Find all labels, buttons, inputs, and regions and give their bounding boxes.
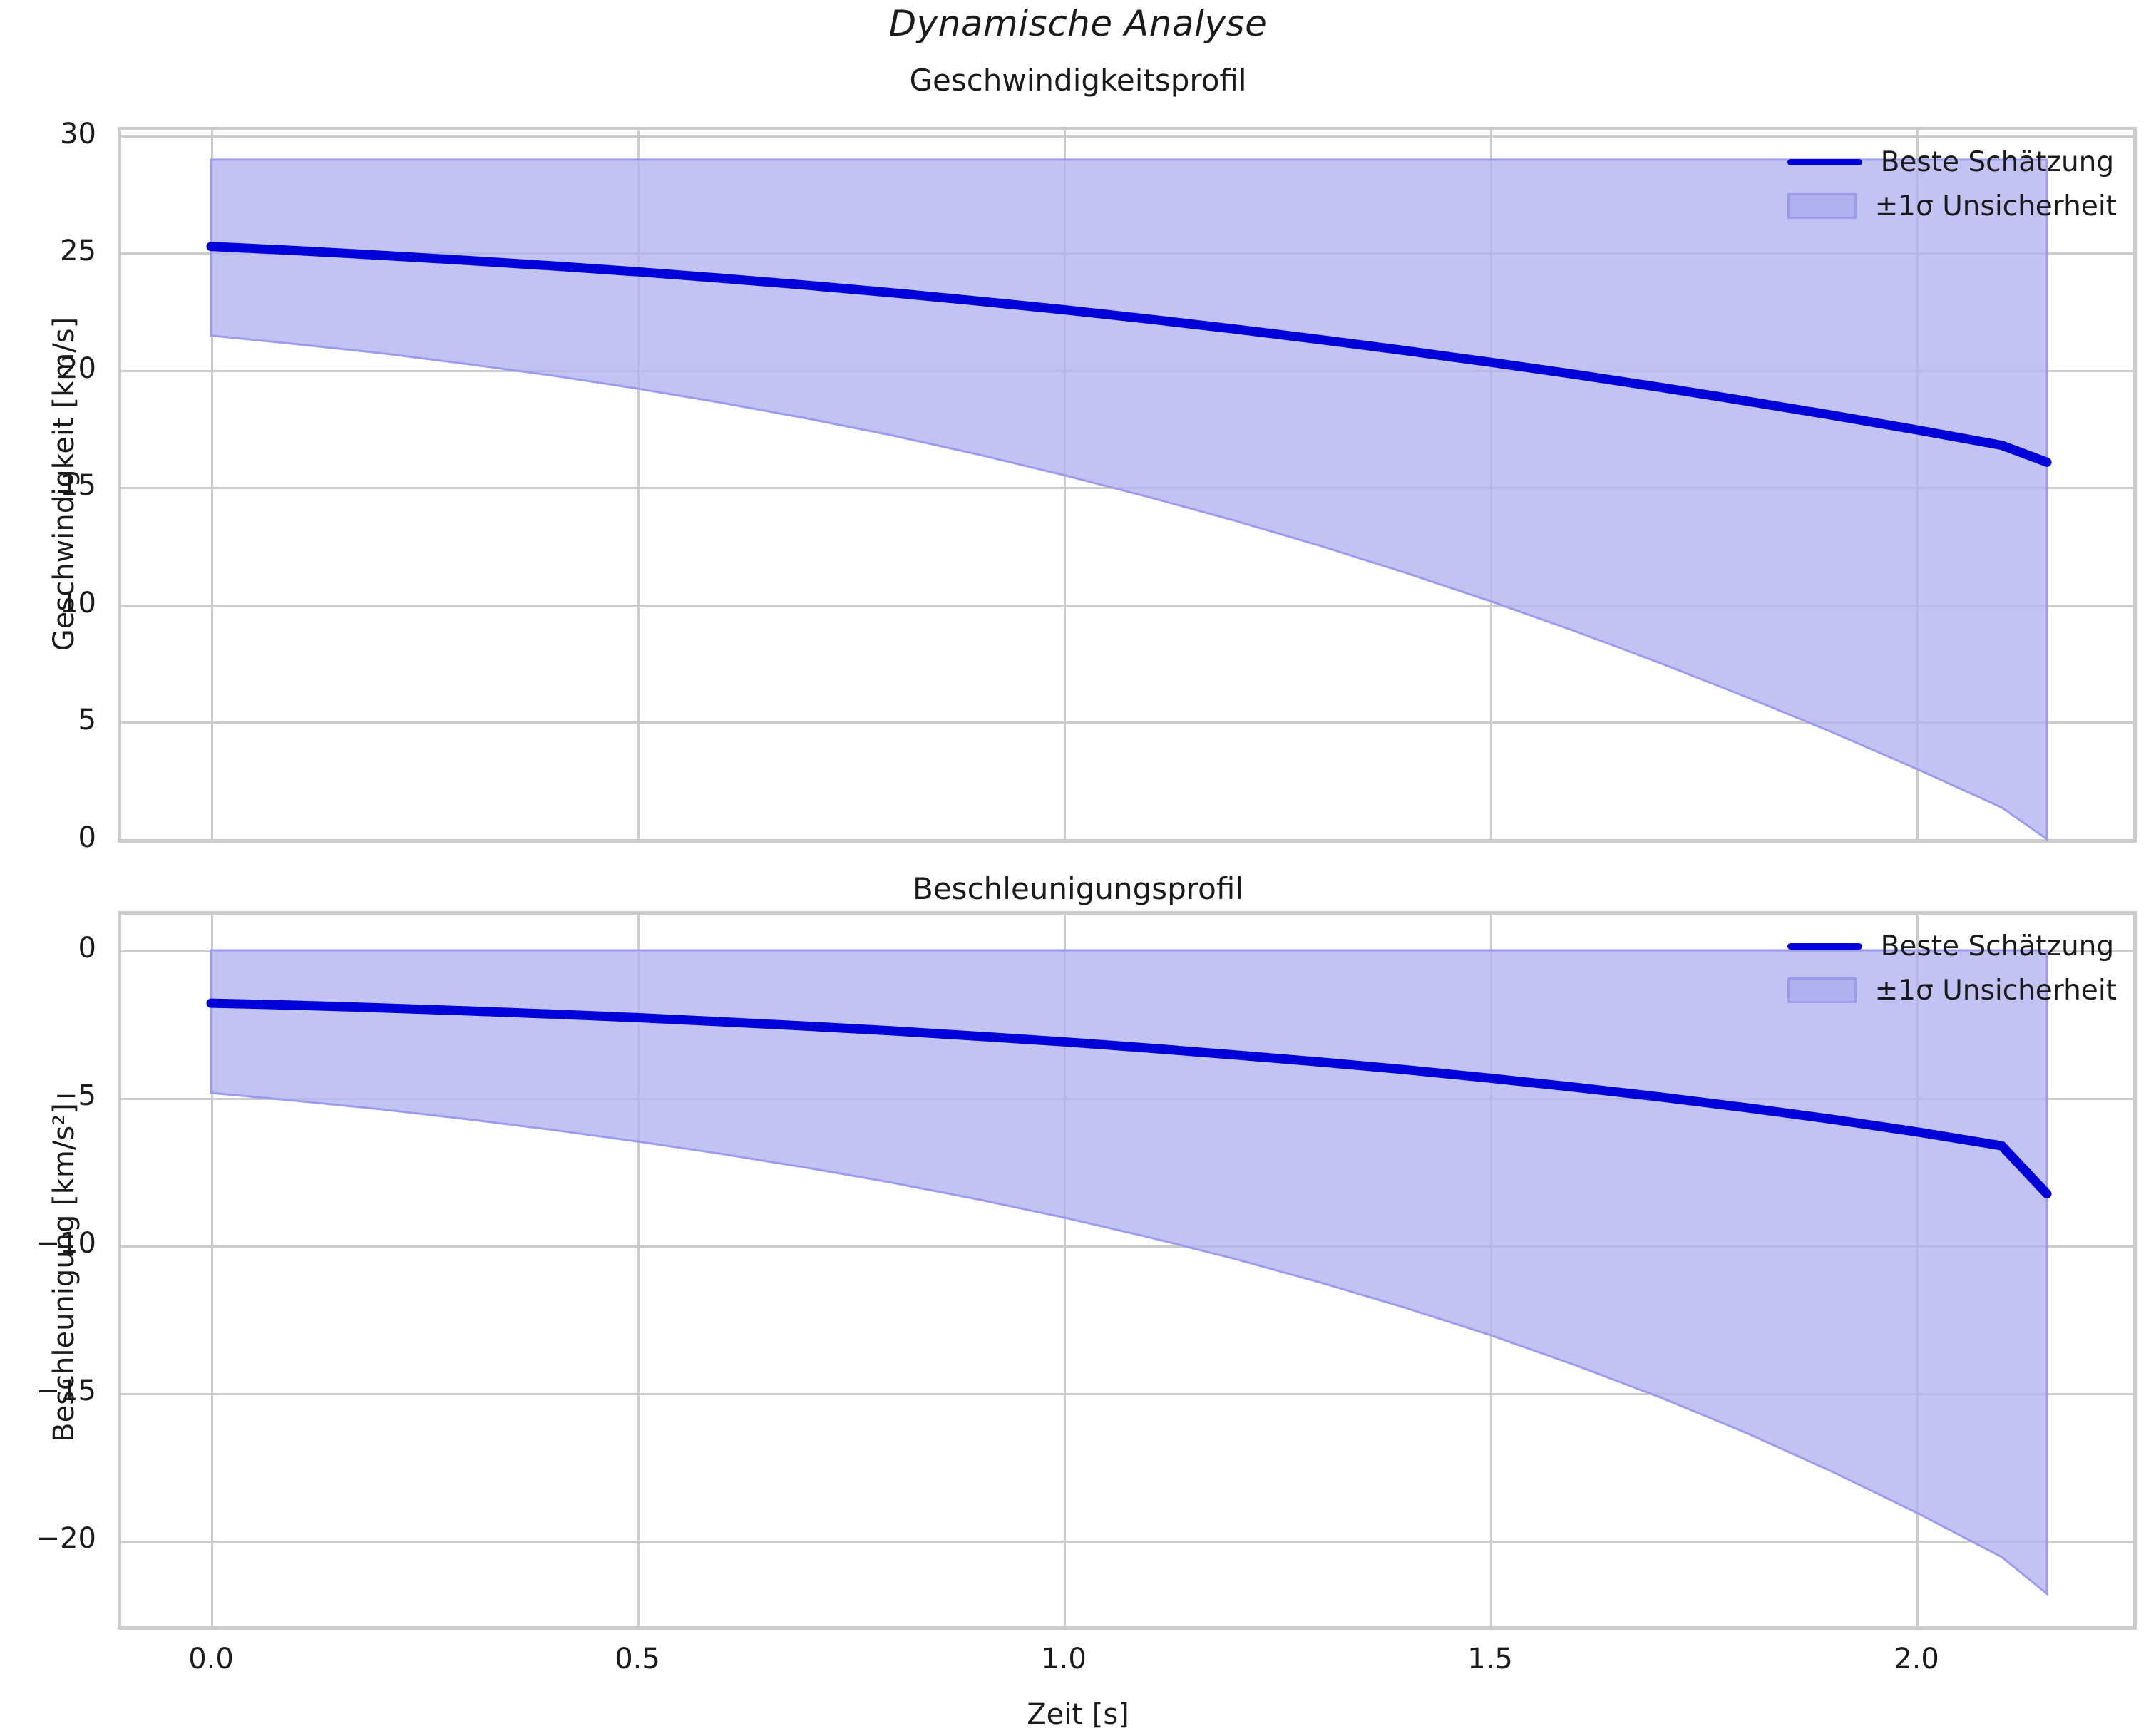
velocity-gridline-0	[118, 839, 2137, 841]
xtick-20: 2.0	[1894, 1643, 1939, 1675]
velocity-legend-item-line: Beste Schätzung	[1787, 140, 2117, 184]
velocity-legend: Beste Schätzung ±1σ Unsicherheit	[1787, 140, 2117, 228]
velocity-panel: Geschwindigkeitsprofil	[0, 63, 2156, 854]
acceleration-gridline-m15	[118, 1393, 2137, 1395]
line-swatch-icon	[1787, 158, 1862, 165]
velocity-uncertainty-band	[210, 158, 2048, 841]
velocity-axis-spine-top	[118, 127, 2137, 130]
time-axis-label: Zeit [s]	[1027, 1698, 1129, 1731]
velocity-legend-band-label: ±1σ Unsicherheit	[1874, 190, 2117, 222]
acceleration-axis-spine-top	[118, 911, 2137, 915]
velocity-ytick-5: 5	[78, 704, 96, 736]
band-swatch-icon	[1787, 193, 1857, 219]
line-swatch-icon	[1787, 942, 1862, 950]
velocity-legend-item-band: ±1σ Unsicherheit	[1787, 184, 2117, 228]
xtick-10: 1.0	[1041, 1643, 1087, 1675]
band-swatch-icon	[1787, 977, 1857, 1003]
acceleration-plot-area: Beste Schätzung ±1σ Unsicherheit	[118, 911, 2137, 1630]
acceleration-axis-label: Beschleunigung [km/s²]	[48, 1103, 81, 1442]
velocity-panel-title: Geschwindigkeitsprofil	[909, 63, 1247, 98]
velocity-gridline-30	[118, 135, 2137, 138]
acceleration-gridline-t05	[637, 911, 640, 1630]
velocity-plot-area: Beste Schätzung ±1σ Unsicherheit	[118, 127, 2137, 843]
velocity-ytick-15: 15	[60, 469, 96, 502]
acceleration-uncertainty-band	[210, 949, 2048, 1596]
figure-suptitle: Dynamische Analyse	[888, 3, 1268, 44]
velocity-ytick-30: 30	[60, 118, 96, 150]
acceleration-panel-title: Beschleunigungsprofil	[913, 871, 1243, 906]
acceleration-best-estimate-line	[206, 998, 2052, 1199]
acceleration-axis-spine-left	[118, 911, 121, 1630]
velocity-ytick-10: 10	[60, 587, 96, 620]
acceleration-legend-item-band: ±1σ Unsicherheit	[1787, 968, 2117, 1012]
acceleration-legend-item-line: Beste Schätzung	[1787, 924, 2117, 968]
acceleration-ytick-m5: −5	[54, 1079, 96, 1112]
xtick-15: 1.5	[1467, 1643, 1513, 1675]
acceleration-gridline-t10	[1064, 911, 1066, 1630]
velocity-axis-spine-right	[2133, 127, 2137, 843]
velocity-gridline-t10	[1064, 127, 1066, 843]
acceleration-ytick-m15: −15	[36, 1375, 96, 1407]
acceleration-legend: Beste Schätzung ±1σ Unsicherheit	[1787, 924, 2117, 1012]
acceleration-ytick-m20: −20	[36, 1522, 96, 1555]
acceleration-panel: Beschleunigungsprofil	[0, 871, 2156, 1731]
velocity-ytick-20: 20	[60, 352, 96, 385]
velocity-axis-label: Geschwindigkeit [km/s]	[48, 317, 81, 652]
acceleration-legend-line-label: Beste Schätzung	[1880, 930, 2115, 962]
velocity-gridline-5	[118, 721, 2137, 724]
velocity-gridline-10	[118, 605, 2137, 607]
acceleration-ytick-0: 0	[78, 932, 96, 965]
velocity-gridline-t05	[637, 127, 640, 843]
velocity-data-layer	[206, 158, 2052, 841]
acceleration-axis-spine-right	[2133, 911, 2137, 1630]
velocity-best-estimate-line	[206, 242, 2052, 467]
xtick-0: 0.0	[188, 1643, 234, 1675]
velocity-gridline-t0	[211, 127, 213, 843]
velocity-ytick-25: 25	[60, 235, 96, 267]
acceleration-gridline-m10	[118, 1245, 2137, 1248]
acceleration-legend-band-label: ±1σ Unsicherheit	[1874, 974, 2117, 1007]
velocity-legend-line-label: Beste Schätzung	[1880, 145, 2115, 178]
acceleration-data-layer	[206, 949, 2052, 1596]
acceleration-axis-spine-bottom	[118, 1626, 2137, 1630]
velocity-ytick-0: 0	[78, 821, 96, 854]
velocity-axis-spine-left	[118, 127, 121, 843]
xtick-05: 0.5	[615, 1643, 660, 1675]
acceleration-gridline-t0	[211, 911, 213, 1630]
acceleration-ytick-m10: −10	[36, 1227, 96, 1260]
acceleration-gridline-m20	[118, 1541, 2137, 1543]
